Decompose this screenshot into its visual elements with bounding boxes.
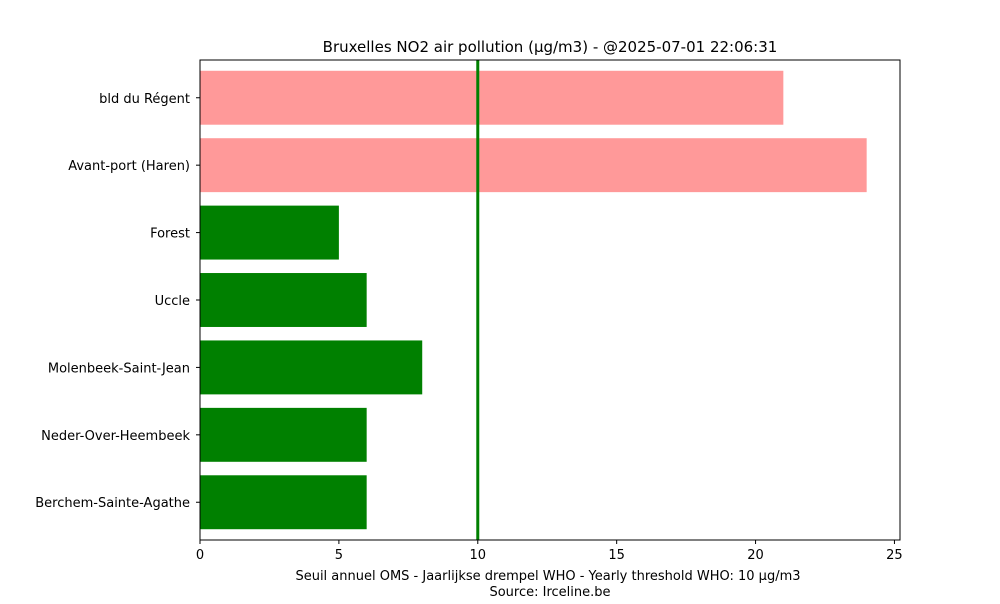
chart-title: Bruxelles NO2 air pollution (µg/m3) - @2… [323, 38, 778, 56]
y-tick-label-5: Neder-Over-Heembeek [41, 429, 190, 444]
x-tick-label-2: 10 [470, 548, 487, 563]
y-tick-label-4: Molenbeek-Saint-Jean [48, 361, 190, 376]
bar-6 [200, 475, 367, 530]
x-tick-label-3: 15 [608, 548, 625, 563]
x-tick-label-4: 20 [747, 548, 764, 563]
bar-4 [200, 340, 423, 395]
bars-group [200, 70, 867, 530]
y-tick-label-6: Berchem-Sainte-Agathe [35, 496, 190, 511]
y-tick-label-3: Uccle [155, 294, 190, 309]
x-tick-label-5: 25 [886, 548, 903, 563]
bar-1 [200, 138, 867, 193]
y-axis: bld du Régent Avant-port (Haren) Forest Ucc… [35, 92, 200, 511]
bar-3 [200, 273, 367, 327]
bar-5 [200, 407, 367, 462]
y-tick-label-2: Forest [150, 227, 190, 242]
bar-2 [200, 205, 339, 260]
x-axis-source-label: Source: Irceline.be [489, 585, 610, 600]
y-tick-label-0: bld du Régent [99, 92, 190, 107]
x-axis: 0 5 10 15 20 25 [196, 540, 903, 563]
x-tick-label-1: 5 [335, 548, 343, 563]
y-tick-label-1: Avant-port (Haren) [68, 159, 190, 174]
x-axis-label: Seuil annuel OMS - Jaarlijkse drempel WH… [295, 569, 800, 584]
bar-0 [200, 70, 784, 125]
x-tick-label-0: 0 [196, 548, 204, 563]
